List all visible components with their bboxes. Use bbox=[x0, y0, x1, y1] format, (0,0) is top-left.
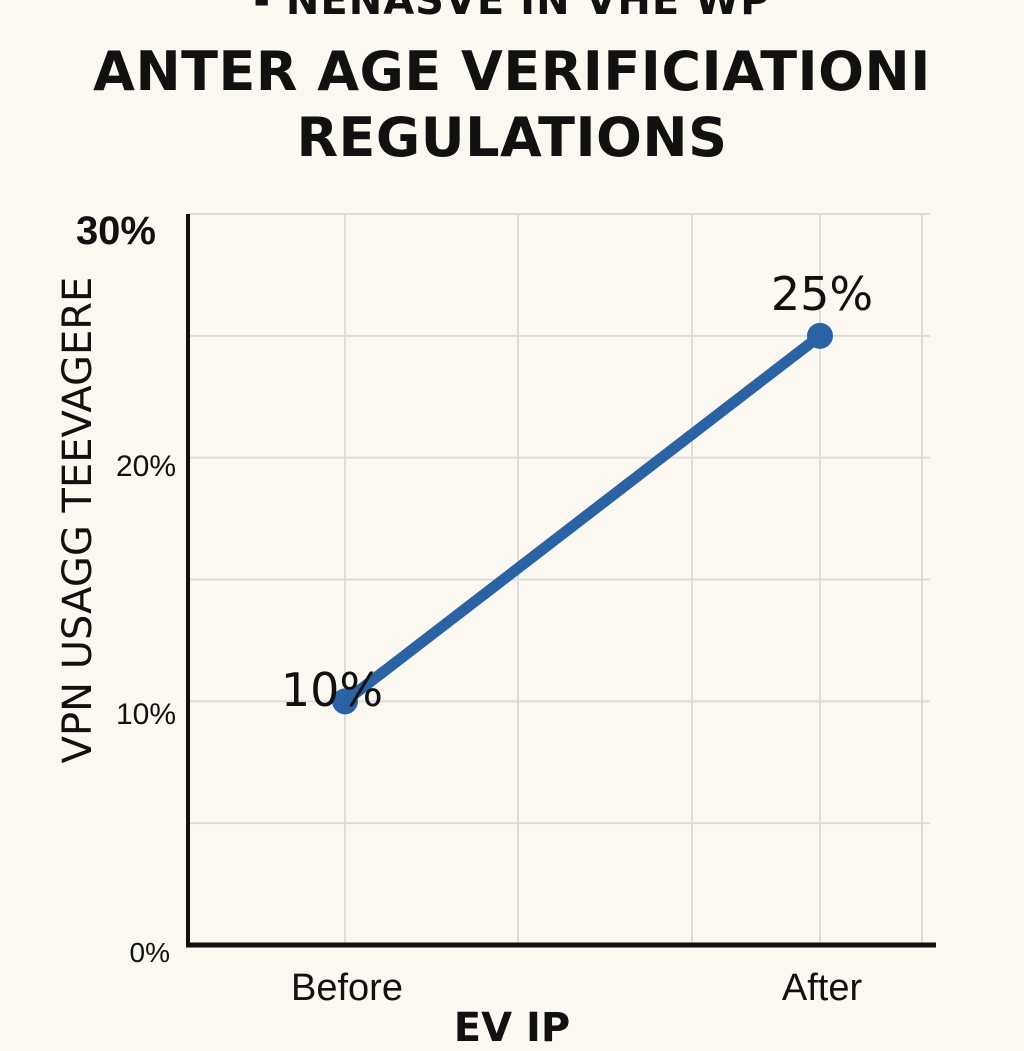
x-tick-labels: Before After bbox=[291, 967, 862, 1009]
y-axis-label: VPN USAGG TEEVAGERE bbox=[55, 276, 101, 764]
chart-title-line-2: REGULATIONS bbox=[296, 106, 728, 169]
series-group bbox=[332, 322, 833, 715]
y-tick-label: 0% bbox=[130, 937, 170, 968]
data-point bbox=[807, 322, 833, 349]
grid-lines bbox=[188, 213, 930, 945]
y-tick-label: 10% bbox=[116, 698, 176, 731]
x-tick-label: After bbox=[782, 967, 863, 1009]
chart-title-line-1: ANTER AGE VERIFICIATIONI bbox=[93, 40, 931, 103]
chart-title-top: - NENASVE IN VHE WP bbox=[253, 0, 771, 24]
y-tick-label: 30% bbox=[76, 209, 156, 253]
data-labels: 10% 25% bbox=[281, 267, 873, 717]
axes bbox=[186, 214, 936, 948]
data-label: 10% bbox=[281, 663, 383, 717]
line-chart: 0% 10% 20% 30% Before After 10% 25% bbox=[76, 209, 936, 1009]
y-tick-label: 20% bbox=[116, 450, 176, 483]
x-axis-label: EV IP bbox=[453, 1005, 571, 1051]
data-label: 25% bbox=[771, 267, 873, 321]
x-tick-label: Before bbox=[291, 967, 403, 1009]
series-line bbox=[339, 330, 826, 707]
y-tick-labels: 0% 10% 20% 30% bbox=[76, 209, 176, 968]
data-point bbox=[332, 688, 358, 715]
